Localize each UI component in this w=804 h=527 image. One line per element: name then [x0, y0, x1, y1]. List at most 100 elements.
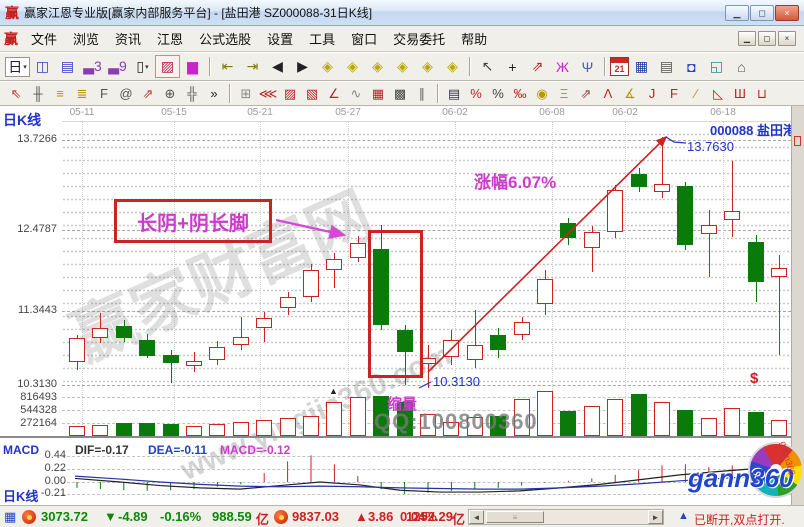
close-button[interactable]: ×	[775, 4, 799, 21]
brush-icon[interactable]: ⇗	[142, 85, 154, 101]
shift-left-icon[interactable]: ◈	[322, 58, 333, 74]
pattern-tool-icon[interactable]: Ж	[556, 58, 569, 75]
zigzag-icon[interactable]: ∿	[350, 85, 362, 101]
gold-grid-icon[interactable]: ≡	[56, 86, 64, 101]
volume-bar-8	[232, 422, 249, 436]
candle-wick	[779, 255, 780, 356]
menu-item[interactable]: 帮助	[461, 32, 488, 47]
gann-box-icon[interactable]: ▨	[283, 85, 297, 101]
percent-line-icon[interactable]: %	[470, 86, 482, 101]
date-gridline	[174, 121, 175, 437]
gann-grid-icon[interactable]: ╫	[33, 86, 43, 101]
calendar-icon[interactable]: 21	[610, 57, 629, 76]
j-angle-icon[interactable]: J	[648, 86, 656, 101]
calculator-icon[interactable]: ▦	[634, 58, 649, 74]
draw-line-icon[interactable]: ⇗	[531, 58, 544, 74]
connection-antenna-icon[interactable]: ▲	[678, 510, 689, 522]
trend-window-icon[interactable]: ◫	[35, 58, 50, 74]
gold-circle-icon[interactable]: ◉	[536, 85, 548, 101]
angle-line-icon[interactable]: ∠	[328, 85, 340, 101]
sz-market-icon[interactable]	[274, 510, 288, 524]
black-grid-icon[interactable]: ▩	[393, 85, 407, 101]
menu-item[interactable]: 窗口	[351, 32, 378, 47]
scroll-left-button[interactable]: ◄	[469, 510, 484, 524]
f10-info-icon[interactable]: ▤	[60, 58, 75, 74]
hand-tool-icon[interactable]: ↖	[481, 58, 494, 74]
macd-gridline	[62, 456, 791, 457]
red-grid-icon[interactable]: ▦	[371, 85, 385, 101]
analysis-tool-icon[interactable]: Ψ	[581, 58, 594, 75]
sh-index-arrow: ▼	[104, 509, 117, 524]
menu-item[interactable]: 文件	[31, 32, 58, 47]
grid-plain-icon[interactable]: ╬	[187, 86, 197, 101]
permille-icon[interactable]: ‰	[513, 86, 527, 101]
more-tools-icon[interactable]: »	[210, 86, 218, 101]
gold-ray-icon[interactable]: ∕	[694, 86, 698, 101]
frame-tool-icon[interactable]: ⊞	[240, 85, 252, 101]
expand-icon[interactable]: ◈	[422, 58, 433, 74]
parallel-lines-icon[interactable]: ∥	[418, 85, 426, 101]
quote-grid-icon[interactable]: ▦	[4, 509, 17, 524]
remote-data-icon[interactable]: ⌂	[737, 58, 746, 75]
restore-scale-icon[interactable]: ◈	[447, 58, 458, 74]
min3-kline-icon[interactable]: ▃3	[83, 58, 102, 74]
menu-item[interactable]: 江恩	[157, 32, 184, 47]
wave-tool-icon[interactable]: Λ	[603, 86, 613, 101]
connection-status-text[interactable]: 已断开,双点打开.	[694, 513, 785, 527]
shift-right-icon[interactable]: ◈	[347, 58, 358, 74]
crosshair-icon[interactable]: +	[508, 58, 517, 75]
chan-triangle-icon[interactable]: ◺	[713, 85, 723, 101]
maximize-button[interactable]: ◻	[750, 4, 774, 21]
menu-item[interactable]: 公式选股	[199, 32, 252, 47]
f-angle-icon[interactable]: F	[670, 86, 678, 101]
save-icon[interactable]: ◘	[687, 58, 696, 75]
zoom-out-icon[interactable]: ◈	[372, 58, 383, 74]
menu-item[interactable]: 浏览	[73, 32, 100, 47]
spiral-icon[interactable]: @	[119, 86, 133, 101]
macd-gridline	[62, 494, 791, 496]
scroll-right-button[interactable]: ►	[648, 510, 663, 524]
prev-bar-icon[interactable]: ◀	[272, 58, 283, 74]
mdi-minimize-button[interactable]: ▁	[738, 31, 756, 46]
volume-bar-7	[209, 424, 226, 436]
menu-item[interactable]: 设置	[267, 32, 294, 47]
sh-market-icon[interactable]	[22, 510, 36, 524]
gold-levels-icon[interactable]: Ξ	[559, 86, 569, 101]
time-circle-icon[interactable]: ⊕	[164, 85, 176, 101]
toolbar-separator	[469, 57, 471, 76]
pane-separator	[0, 436, 791, 438]
levels-icon[interactable]: ▤	[447, 85, 461, 101]
quad-icon[interactable]: ⊔	[756, 85, 768, 101]
date-axis-line	[62, 121, 791, 122]
candle-style-button[interactable]: ▯ ▾	[136, 58, 149, 74]
gold-grid2-icon[interactable]: ≣	[76, 85, 88, 101]
scrollbar-thumb[interactable]: ≡	[486, 511, 544, 523]
mark-candle-icon[interactable]: ⇗	[580, 85, 592, 101]
volume-tick-label: 816493	[20, 390, 57, 403]
goto-last-icon[interactable]: ⇥	[246, 58, 259, 74]
scale-marker-icon	[794, 136, 801, 146]
menu-item[interactable]: 资讯	[115, 32, 142, 47]
fibonacci-grid-icon[interactable]: F	[100, 86, 108, 101]
minimize-button[interactable]: ▁	[725, 4, 749, 21]
notes-icon[interactable]: ▤	[659, 58, 674, 74]
mdi-restore-button[interactable]: ◻	[758, 31, 776, 46]
kline-window-icon[interactable]: ▨	[155, 55, 180, 78]
gold-angle-icon[interactable]: ∡	[624, 85, 636, 101]
percent-icon[interactable]: %	[492, 86, 504, 101]
compass-draw-icon[interactable]: ⇖	[10, 85, 22, 101]
menu-item[interactable]: 工具	[309, 32, 336, 47]
gann-fan-icon[interactable]: ⋘	[258, 85, 278, 101]
menu-item[interactable]: 交易委托	[393, 32, 446, 47]
next-bar-icon[interactable]: ▶	[297, 58, 308, 74]
min9-kline-icon[interactable]: ▃9	[108, 58, 127, 74]
goto-first-icon[interactable]: ⇤	[221, 58, 234, 74]
kline-period-button[interactable]: 日 ▾	[5, 56, 30, 77]
gann-square-icon[interactable]: ▧	[305, 85, 319, 101]
mdi-close-button[interactable]: ×	[778, 31, 796, 46]
zoom-in-icon[interactable]: ◈	[397, 58, 408, 74]
colored-volume-icon[interactable]: ▆	[187, 58, 198, 74]
chan-icon[interactable]: Ш	[734, 86, 746, 101]
multi-window-icon[interactable]: ◱	[709, 58, 724, 74]
horizontal-scrollbar[interactable]: ◄ ≡ ►	[468, 509, 664, 525]
